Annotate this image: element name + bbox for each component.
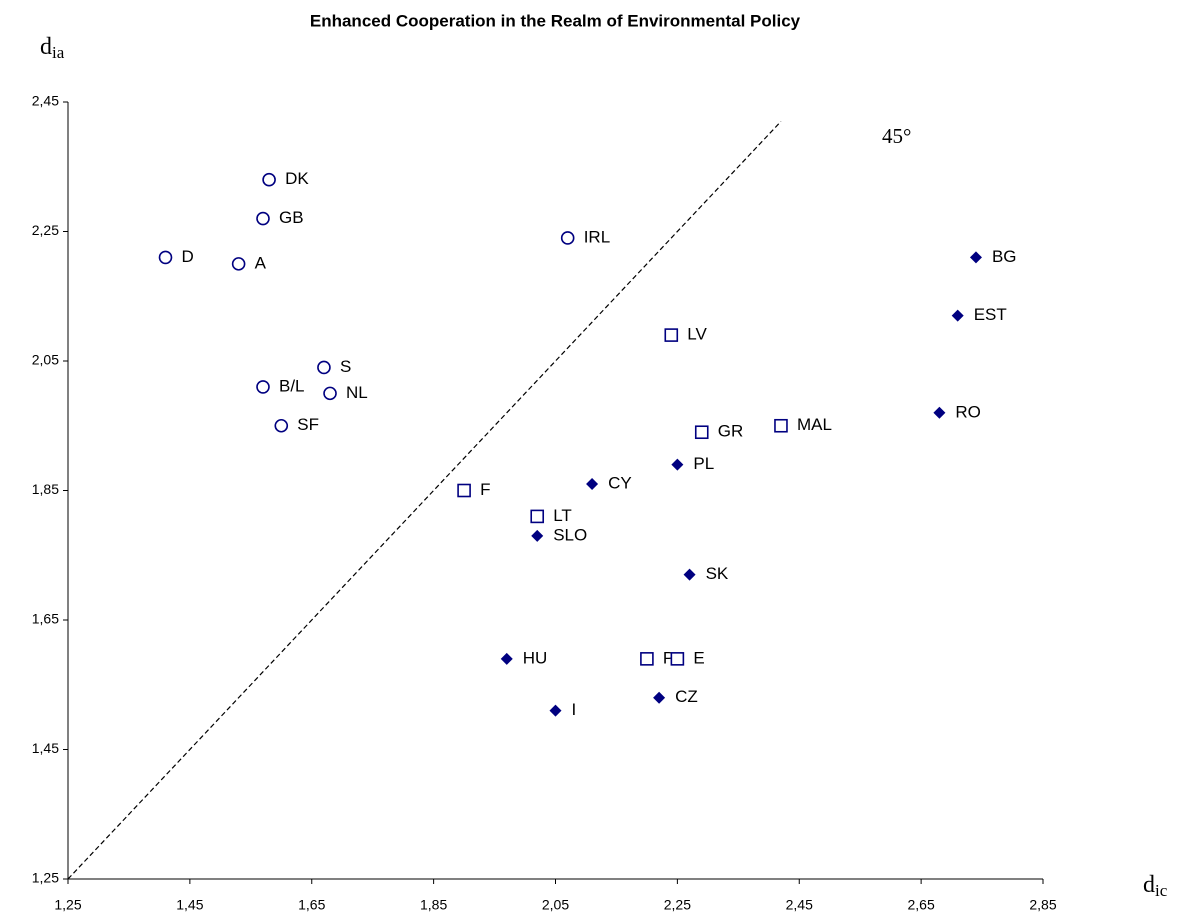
point: [262, 172, 276, 187]
point-label: E: [693, 648, 704, 667]
point: [951, 309, 964, 322]
point: [653, 691, 666, 704]
point-label: MAL: [797, 415, 832, 434]
point-label: A: [255, 253, 267, 272]
point: [671, 458, 684, 471]
point-label: RO: [955, 402, 981, 421]
y-tick-label: 2,05: [32, 352, 59, 368]
point: [969, 251, 982, 264]
point: [256, 380, 270, 394]
y-tick-label: 1,85: [32, 481, 59, 497]
x-tick-label: 1,25: [54, 897, 81, 913]
diagonal-line: [67, 121, 782, 880]
x-tick-label: 2,45: [786, 897, 813, 913]
point-label: CZ: [675, 687, 698, 706]
point: [586, 478, 599, 491]
diagonal-label: 45°: [882, 124, 911, 148]
point: [694, 425, 709, 440]
point: [530, 509, 545, 524]
x-axis-label: dic: [1143, 872, 1168, 900]
point: [274, 418, 289, 433]
point-label: IRL: [584, 227, 610, 246]
point-label: GR: [718, 422, 744, 441]
point: [549, 704, 562, 717]
point: [231, 257, 246, 271]
point-label: LV: [687, 325, 707, 344]
point-label: EST: [974, 305, 1007, 324]
point: [457, 483, 471, 498]
point-label: B/L: [279, 376, 305, 395]
point: [670, 652, 685, 666]
chart-title: Enhanced Cooperation in the Realm of Env…: [310, 11, 801, 30]
y-tick-label: 1,45: [32, 740, 59, 756]
point-label: S: [340, 357, 351, 376]
y-axis-label: dia: [40, 34, 65, 62]
point-label: SK: [706, 564, 729, 583]
point-label: D: [182, 247, 194, 266]
point: [774, 418, 788, 433]
point-label: I: [572, 700, 577, 719]
point-label: P: [663, 648, 674, 667]
y-label-base: d: [40, 34, 52, 60]
x-tick-label: 2,65: [908, 897, 935, 913]
x-label-sub: ic: [1155, 881, 1168, 900]
point-label: PL: [693, 454, 714, 473]
point-label: DK: [285, 169, 309, 188]
point: [323, 386, 337, 401]
y-label-sub: ia: [52, 43, 65, 62]
x-tick-label: 2,85: [1029, 897, 1056, 913]
point-label: SLO: [553, 525, 587, 544]
point-label: CY: [608, 474, 632, 493]
x-tick-label: 1,45: [176, 897, 203, 913]
y-tick-label: 1,65: [32, 611, 59, 627]
x-tick-label: 1,85: [420, 897, 447, 913]
x-tick-label: 1,65: [298, 897, 325, 913]
point: [317, 360, 331, 375]
point-label: GB: [279, 208, 304, 227]
point: [933, 406, 946, 419]
point-label: HU: [523, 648, 548, 667]
point: [683, 568, 696, 581]
point: [640, 652, 654, 666]
point: [560, 231, 575, 245]
point-label: NL: [346, 383, 368, 402]
y-tick-label: 2,25: [32, 222, 59, 238]
x-tick-label: 2,25: [664, 897, 691, 913]
point-label: SF: [297, 415, 319, 434]
point: [158, 250, 173, 265]
point: [531, 529, 544, 542]
x-label-base: d: [1143, 872, 1155, 898]
y-tick-label: 2,45: [32, 93, 59, 109]
point-label: BG: [992, 247, 1017, 266]
point: [500, 652, 513, 665]
y-tick-label: 1,25: [32, 870, 59, 886]
point-label: F: [480, 480, 490, 499]
point-label: LT: [553, 506, 572, 525]
point: [664, 328, 679, 342]
x-tick-label: 2,05: [542, 897, 569, 913]
point: [256, 211, 270, 226]
